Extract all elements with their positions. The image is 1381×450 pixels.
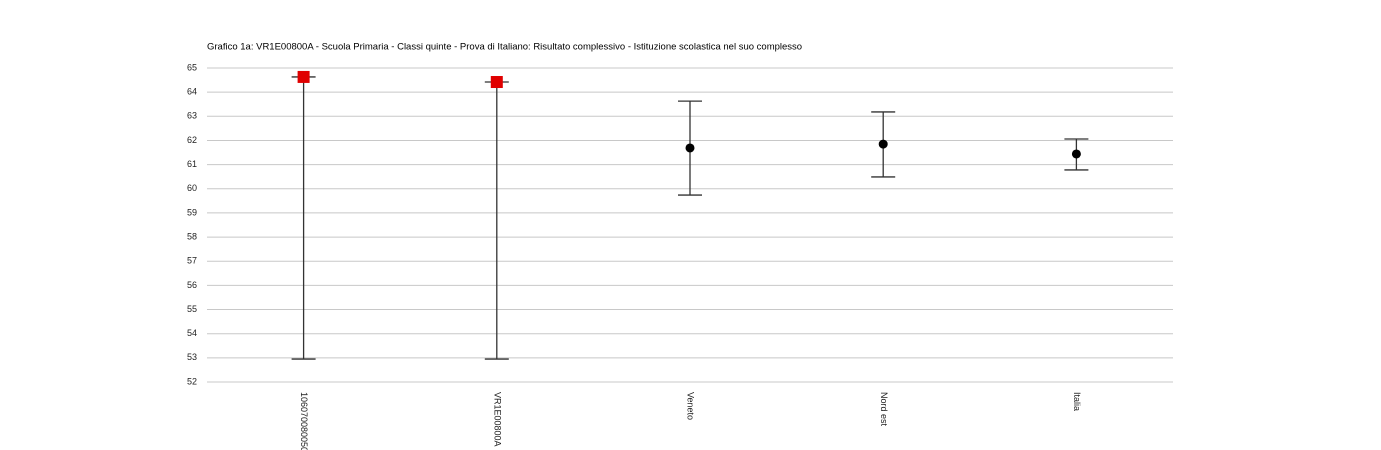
y-tick-label: 52	[187, 376, 197, 386]
y-tick-label: 56	[187, 280, 197, 290]
point-marker	[878, 139, 888, 149]
x-tick-label: Veneto	[686, 392, 696, 420]
y-tick-label: 65	[187, 62, 197, 72]
point-marker	[1071, 149, 1081, 159]
x-tick-label: 1060700800501	[299, 392, 309, 450]
y-tick-label: 54	[187, 328, 197, 338]
x-tick-label: Italia	[1072, 392, 1082, 411]
y-tick-label: 53	[187, 352, 197, 362]
chart-title: Grafico 1a: VR1E00800A - Scuola Primaria…	[207, 42, 802, 53]
point-marker	[297, 70, 310, 83]
x-tick-label: VR1E00800A	[492, 392, 502, 447]
y-tick-label: 61	[187, 159, 197, 169]
point-marker	[685, 143, 695, 153]
y-tick-label: 62	[187, 135, 197, 145]
y-tick-label: 63	[187, 111, 197, 121]
y-tick-label: 58	[187, 231, 197, 241]
point-marker	[490, 76, 503, 89]
x-tick-label: Nord est	[879, 392, 889, 427]
y-tick-label: 60	[187, 183, 197, 193]
y-tick-label: 55	[187, 304, 197, 314]
y-tick-label: 64	[187, 87, 197, 97]
y-tick-label: 57	[187, 256, 197, 266]
y-tick-label: 59	[187, 207, 197, 217]
